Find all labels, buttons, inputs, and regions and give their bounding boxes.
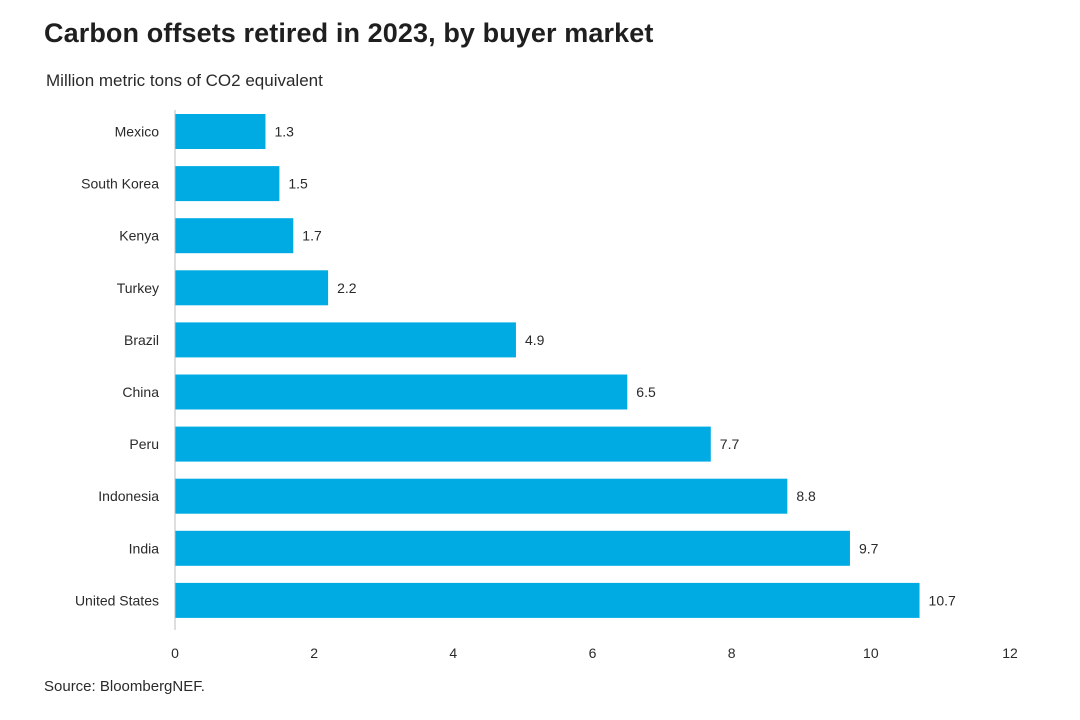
data-label: 1.5 (288, 176, 308, 192)
data-label: 6.5 (636, 384, 656, 400)
data-label: 7.7 (720, 436, 740, 452)
data-label: 2.2 (337, 280, 357, 296)
x-tick-label: 10 (863, 645, 879, 661)
category-label: Indonesia (98, 488, 159, 504)
source-note: Source: BloombergNEF. (44, 678, 205, 695)
category-label: United States (75, 592, 159, 608)
bar-turkey (175, 270, 329, 306)
x-tick-label: 8 (728, 645, 736, 661)
bar-india (175, 530, 850, 566)
bar-brazil (175, 322, 516, 358)
data-label: 8.8 (796, 488, 816, 504)
x-tick-label: 0 (171, 645, 179, 661)
bar-south-korea (175, 166, 280, 202)
bar-indonesia (175, 478, 788, 514)
bar-peru (175, 426, 711, 462)
data-label: 1.7 (302, 228, 322, 244)
bar-united-states (175, 582, 920, 618)
bar-mexico (175, 114, 266, 149)
x-tick-label: 6 (589, 645, 597, 661)
category-label: Brazil (124, 332, 159, 348)
category-label: Mexico (115, 124, 160, 140)
bar-china (175, 374, 628, 410)
category-label: India (129, 540, 160, 556)
data-label: 10.7 (929, 592, 956, 608)
category-label: Peru (129, 436, 159, 452)
x-tick-label: 2 (310, 645, 318, 661)
data-label: 9.7 (859, 540, 879, 556)
chart-subtitle: Million metric tons of CO2 equivalent (46, 71, 323, 90)
category-label: China (122, 384, 159, 400)
data-label: 4.9 (525, 332, 545, 348)
x-tick-label: 4 (449, 645, 457, 661)
category-label: Turkey (117, 280, 159, 296)
x-tick-label: 12 (1002, 645, 1018, 661)
category-label: Kenya (119, 228, 159, 244)
category-label: South Korea (81, 176, 159, 192)
data-label: 1.3 (274, 124, 294, 140)
chart-title: Carbon offsets retired in 2023, by buyer… (44, 18, 654, 48)
bar-kenya (175, 218, 294, 254)
